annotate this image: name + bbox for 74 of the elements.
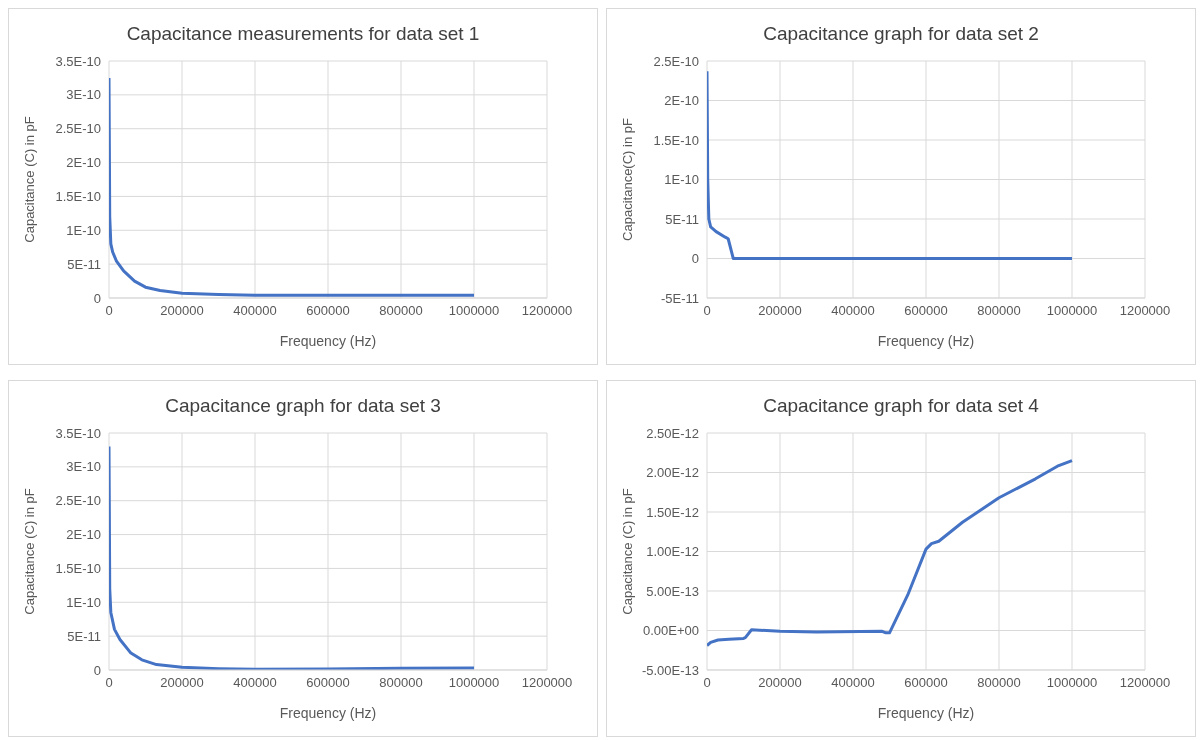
x-axis-title: Frequency (Hz): [279, 333, 377, 349]
x-axis-title: Frequency (Hz): [877, 333, 975, 349]
x-tick-label: 600000: [904, 675, 948, 691]
y-tick-label: 1.5E-10: [55, 561, 101, 577]
y-tick-label: 1.5E-10: [653, 132, 699, 148]
x-tick-label: 1000000: [448, 675, 500, 691]
y-axis-title: Capacitance (C) in pF: [21, 116, 37, 243]
x-tick-label: 0: [105, 303, 113, 319]
y-tick-label: 0: [691, 251, 699, 267]
chart-title: Capacitance measurements for data set 1: [125, 23, 481, 46]
y-tick-label: 1E-10: [664, 172, 699, 188]
line-series: [707, 459, 1074, 648]
x-tick-label: 0: [703, 303, 711, 319]
y-tick-label: 3.5E-10: [55, 53, 101, 69]
chart-title: Capacitance graph for data set 3: [164, 395, 442, 418]
chart-title: Capacitance graph for data set 4: [762, 395, 1040, 418]
y-tick-label: 1.50E-12: [646, 504, 699, 520]
y-tick-label: 3.5E-10: [55, 425, 101, 441]
y-tick-label: 3E-10: [66, 459, 101, 475]
y-tick-label: 2E-10: [66, 527, 101, 543]
x-axis-title: Frequency (Hz): [279, 705, 377, 721]
x-tick-label: 1000000: [1046, 675, 1098, 691]
y-tick-label: 2.50E-12: [646, 425, 699, 441]
y-tick-label: 1.5E-10: [55, 189, 101, 205]
y-axis-title: Capacitance (C) in pF: [619, 488, 635, 615]
x-tick-label: 1000000: [448, 303, 500, 319]
x-tick-label: 800000: [977, 675, 1021, 691]
y-axis-title: Capacitance(C) in pF: [619, 118, 635, 241]
x-tick-label: 0: [105, 675, 113, 691]
y-tick-label: 0: [93, 290, 101, 306]
y-tick-label: -5.00E-13: [641, 662, 699, 678]
line-series: [707, 69, 1074, 260]
y-tick-label: 5.00E-13: [646, 583, 699, 599]
x-tick-label: 400000: [831, 303, 875, 319]
y-axis-title: Capacitance (C) in pF: [21, 488, 37, 615]
x-tick-label: 400000: [831, 675, 875, 691]
x-tick-label: 1200000: [1119, 675, 1171, 691]
y-tick-label: 1E-10: [66, 222, 101, 238]
y-tick-label: 5E-11: [67, 256, 101, 272]
x-tick-label: 600000: [306, 675, 350, 691]
x-tick-label: 200000: [758, 675, 802, 691]
y-tick-label: 0: [93, 662, 101, 678]
y-tick-label: 2E-10: [66, 155, 101, 171]
x-tick-label: 600000: [904, 303, 948, 319]
y-tick-label: 3E-10: [66, 87, 101, 103]
chart-title: Capacitance graph for data set 2: [762, 23, 1040, 46]
y-tick-label: 2.5E-10: [55, 121, 101, 137]
x-tick-label: 800000: [977, 303, 1021, 319]
line-series: [109, 76, 476, 297]
line-series: [109, 445, 476, 670]
y-tick-label: 5E-11: [665, 211, 699, 227]
y-tick-label: 1E-10: [66, 594, 101, 610]
y-tick-label: 5E-11: [67, 628, 101, 644]
x-tick-label: 400000: [233, 303, 277, 319]
x-axis-title: Frequency (Hz): [877, 705, 975, 721]
x-tick-label: 1000000: [1046, 303, 1098, 319]
x-tick-label: 800000: [379, 303, 423, 319]
y-tick-label: 2.5E-10: [653, 53, 699, 69]
y-tick-label: 2.5E-10: [55, 493, 101, 509]
x-tick-label: 200000: [160, 675, 204, 691]
y-tick-label: -5E-11: [660, 290, 699, 306]
x-tick-label: 1200000: [521, 675, 573, 691]
x-tick-label: 200000: [160, 303, 204, 319]
x-tick-label: 400000: [233, 675, 277, 691]
y-tick-label: 2.00E-12: [646, 465, 699, 481]
x-tick-label: 1200000: [521, 303, 573, 319]
x-tick-label: 600000: [306, 303, 350, 319]
x-tick-label: 200000: [758, 303, 802, 319]
x-tick-label: 1200000: [1119, 303, 1171, 319]
y-tick-label: 0.00E+00: [642, 623, 699, 639]
y-tick-label: 2E-10: [664, 93, 699, 109]
x-tick-label: 0: [703, 675, 711, 691]
x-tick-label: 800000: [379, 675, 423, 691]
y-tick-label: 1.00E-12: [646, 544, 699, 560]
